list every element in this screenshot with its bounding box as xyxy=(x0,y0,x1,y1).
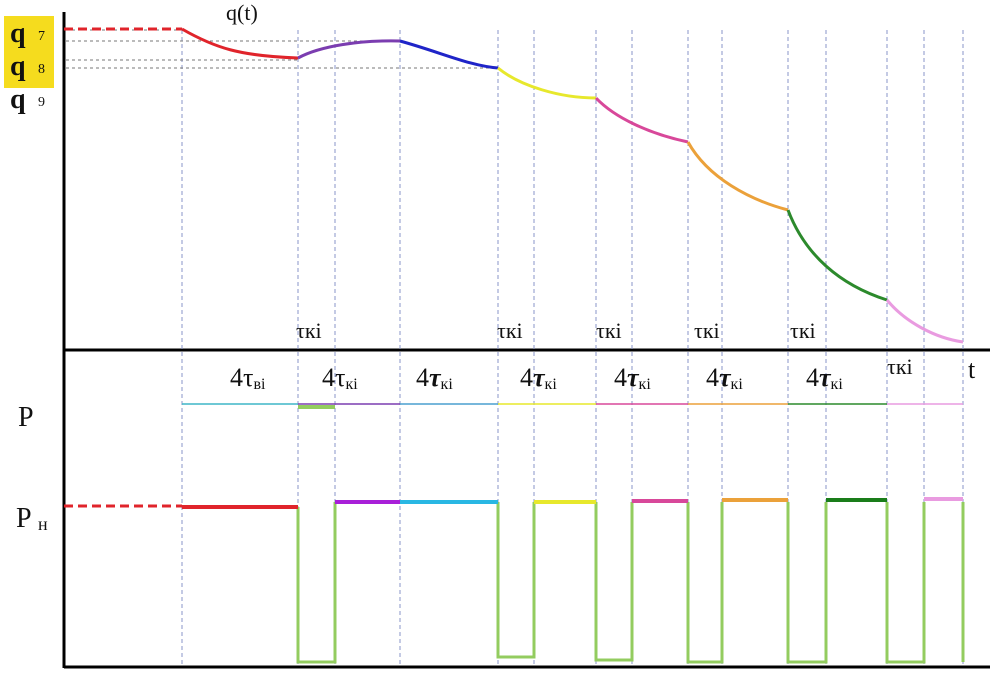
curve-label: q(t) xyxy=(226,0,258,25)
dashed-guide-lines xyxy=(66,29,964,665)
tau-k-label-6: τкі xyxy=(887,354,913,379)
svg-text:9: 9 xyxy=(38,95,45,110)
pulse-3 xyxy=(594,502,634,662)
interval-label-5: 4τкі xyxy=(614,363,651,393)
interval-label-3: 4τкі xyxy=(416,363,453,393)
curve-segment-4 xyxy=(497,66,597,100)
pulse-6 xyxy=(885,502,926,664)
tau-k-label-1: τкі xyxy=(296,318,322,343)
curve-segment-8 xyxy=(885,299,964,344)
svg-text:q: q xyxy=(10,84,26,115)
svg-text:7: 7 xyxy=(38,29,45,44)
svg-text:P: P xyxy=(16,503,32,534)
time-axis-label: t xyxy=(968,355,976,384)
svg-text:q: q xyxy=(10,18,26,49)
q-curve xyxy=(64,27,964,344)
pulse-4 xyxy=(686,502,724,664)
power-pulses xyxy=(296,405,965,664)
svg-text:8: 8 xyxy=(38,62,45,77)
interval-label-4: 4τкі xyxy=(520,363,557,393)
power-levels xyxy=(64,497,963,509)
q-labels-highlight xyxy=(4,16,54,88)
interval-label-7: 4τкі xyxy=(806,363,843,393)
y-label-q8: q 8 xyxy=(10,51,45,82)
interval-label-1: 4τвi xyxy=(230,363,266,393)
pulse-2 xyxy=(496,502,536,659)
curve-segment-6 xyxy=(686,141,789,212)
curve-segment-1 xyxy=(181,27,299,60)
interval-label-6: 4τкі xyxy=(706,363,743,393)
interval-label-2: 4τкі xyxy=(322,363,358,393)
tau-k-label-2: τкі xyxy=(497,318,523,343)
svg-text:q: q xyxy=(10,51,26,82)
tau-k-label-5: τкі xyxy=(790,318,816,343)
svg-text:н: н xyxy=(38,514,48,534)
pulse-5 xyxy=(786,502,828,664)
pulse-1 xyxy=(296,502,337,664)
power-label-pn: P н xyxy=(16,503,48,534)
curve-segment-7 xyxy=(786,209,888,302)
curve-segment-5 xyxy=(594,96,689,144)
y-label-q9: q 9 xyxy=(10,84,45,115)
y-label-q7: q 7 xyxy=(10,18,45,49)
curve-segment-2 xyxy=(297,39,401,60)
tau-k-label-4: τкі xyxy=(694,318,720,343)
power-label-p: P xyxy=(18,402,34,433)
tau-k-label-3: τкі xyxy=(596,318,622,343)
curve-segment-3 xyxy=(399,39,499,70)
